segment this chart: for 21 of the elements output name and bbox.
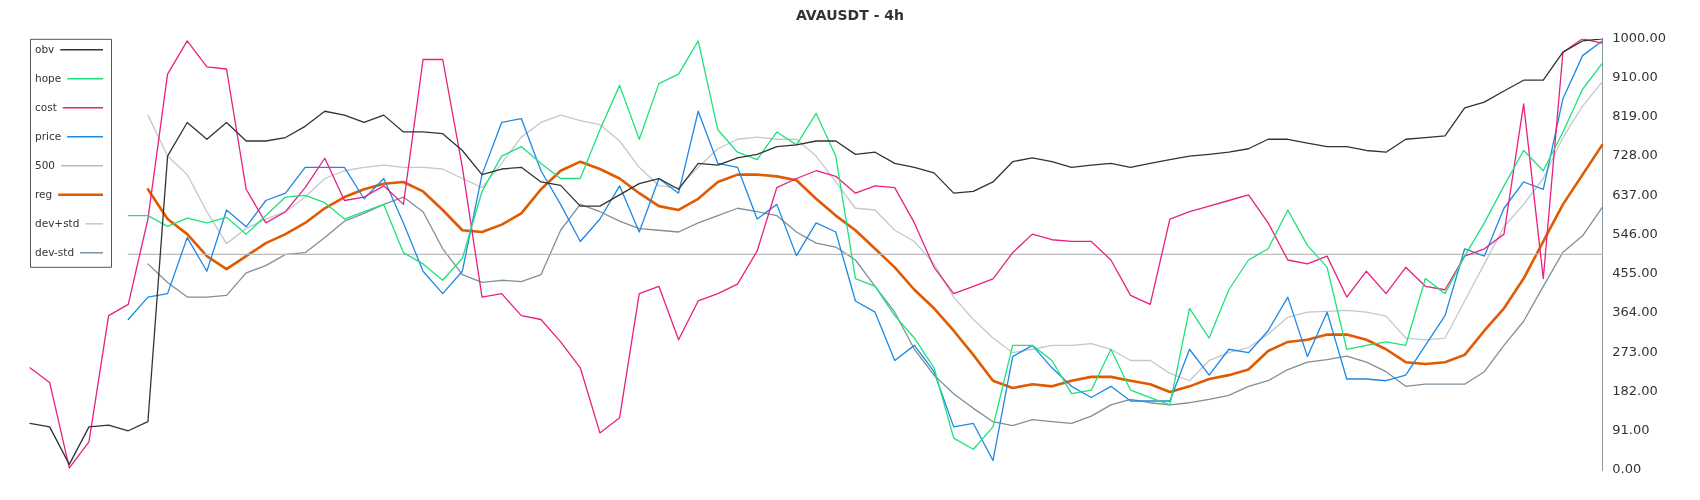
legend-label: reg <box>35 187 53 200</box>
y-tick-label: 273.00 <box>1612 343 1658 359</box>
legend-label: dev-std <box>35 245 75 258</box>
legend-label: obv <box>35 42 55 55</box>
legend-label: hope <box>35 71 62 84</box>
y-tick-label: 364.00 <box>1612 304 1658 320</box>
y-tick-label: 819.00 <box>1612 108 1658 124</box>
legend-label: 500 <box>35 158 56 171</box>
y-tick-label: 91.00 <box>1612 422 1650 438</box>
y-tick-label: 1000.00 <box>1612 30 1667 46</box>
y-tick-label: 910.00 <box>1612 68 1658 84</box>
y-tick-label: 0.00 <box>1612 461 1642 477</box>
legend-label: cost <box>35 100 57 113</box>
y-tick-label: 455.00 <box>1612 265 1658 281</box>
chart-title: AVAUSDT - 4h <box>795 7 905 24</box>
y-tick-label: 728.00 <box>1612 147 1658 163</box>
y-tick-label: 546.00 <box>1612 225 1658 241</box>
legend-label: dev+std <box>35 216 80 229</box>
y-tick-label: 182.00 <box>1612 382 1658 398</box>
y-tick-label: 637.00 <box>1612 186 1658 202</box>
legend-label: price <box>35 129 62 142</box>
